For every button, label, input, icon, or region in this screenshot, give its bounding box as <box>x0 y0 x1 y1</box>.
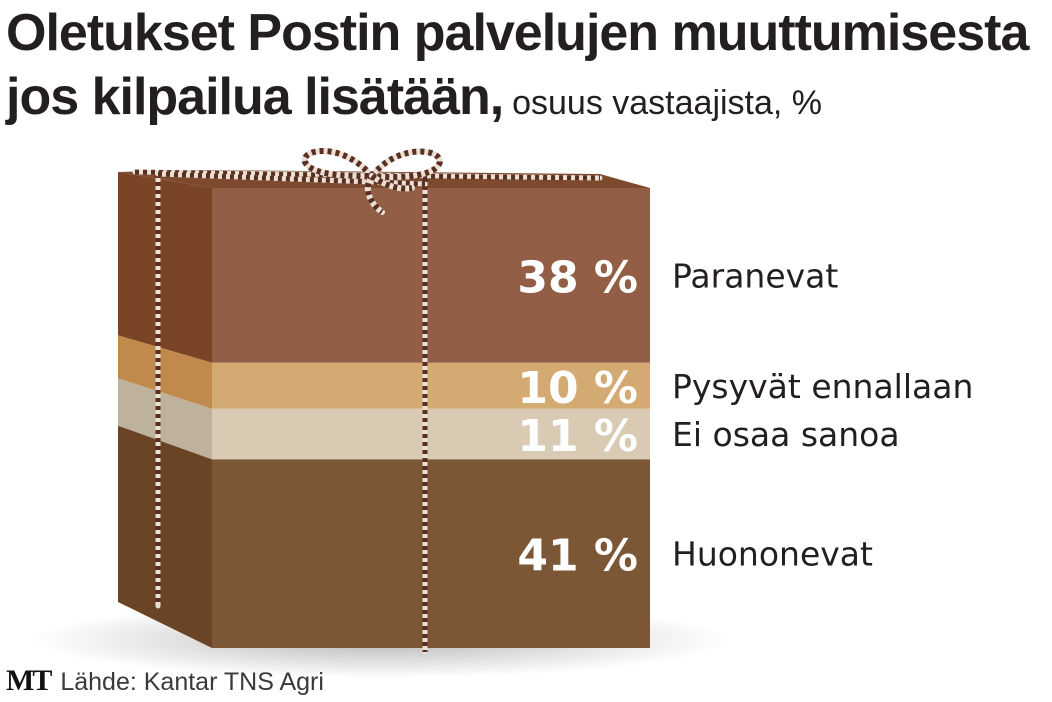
bow-tail-right <box>370 173 413 192</box>
bar-side-ei-osaa-sanoa <box>118 378 212 460</box>
bow-loop-left <box>301 148 375 179</box>
bar-segment-huononevat <box>212 459 650 648</box>
chart-title: Oletukset Postin palvelujen muuttumisest… <box>6 4 1046 132</box>
mt-logo: MT <box>6 664 52 697</box>
category-labels: Paranevat Pysyvät ennallaan Ei osaa sanoa H… <box>672 256 973 573</box>
bow-tail-left <box>364 174 384 215</box>
bow-loop-right <box>369 148 443 180</box>
box-front-face <box>212 188 650 648</box>
box-side-face <box>118 172 212 648</box>
source-line: MT Lähde: Kantar TNS Agri <box>6 664 324 699</box>
value-label-pysyvat-ennallaan: 10 % <box>517 363 638 414</box>
category-label-paranevat: Paranevat <box>672 256 838 295</box>
chart-subtitle: osuus vastaajista, % <box>512 84 823 122</box>
source-text: Lähde: Kantar TNS Agri <box>60 668 324 696</box>
title-line-1: Oletukset Postin palvelujen muuttumisest… <box>6 4 1029 62</box>
bar-side-paranevat <box>118 172 212 363</box>
bar-segment-ei-osaa-sanoa <box>212 408 650 460</box>
value-label-huononevat: 41 % <box>517 531 638 582</box>
value-labels: 38 % 10 %11 % 41 % <box>517 252 638 581</box>
title-line-2: jos kilpailua lisätään, <box>6 68 504 126</box>
value-label-paranevat: 38 % <box>517 252 638 303</box>
ribbon-bow <box>301 148 443 215</box>
category-label-pysyvat-ennallaan: Pysyvät ennallaan <box>672 367 973 406</box>
bar-segment-paranevat <box>212 188 650 363</box>
bar-segment-pysyvat-ennallaan <box>212 362 650 409</box>
value-label-ei-osaa-sanoa: 11 % <box>517 411 638 462</box>
category-label-ei-osaa-sanoa: Ei osaa sanoa <box>672 415 900 454</box>
bar-side-pysyvat-ennallaan <box>118 335 212 409</box>
bar-side-huononevat <box>118 425 212 648</box>
category-label-huononevat: Huononevat <box>672 535 873 574</box>
